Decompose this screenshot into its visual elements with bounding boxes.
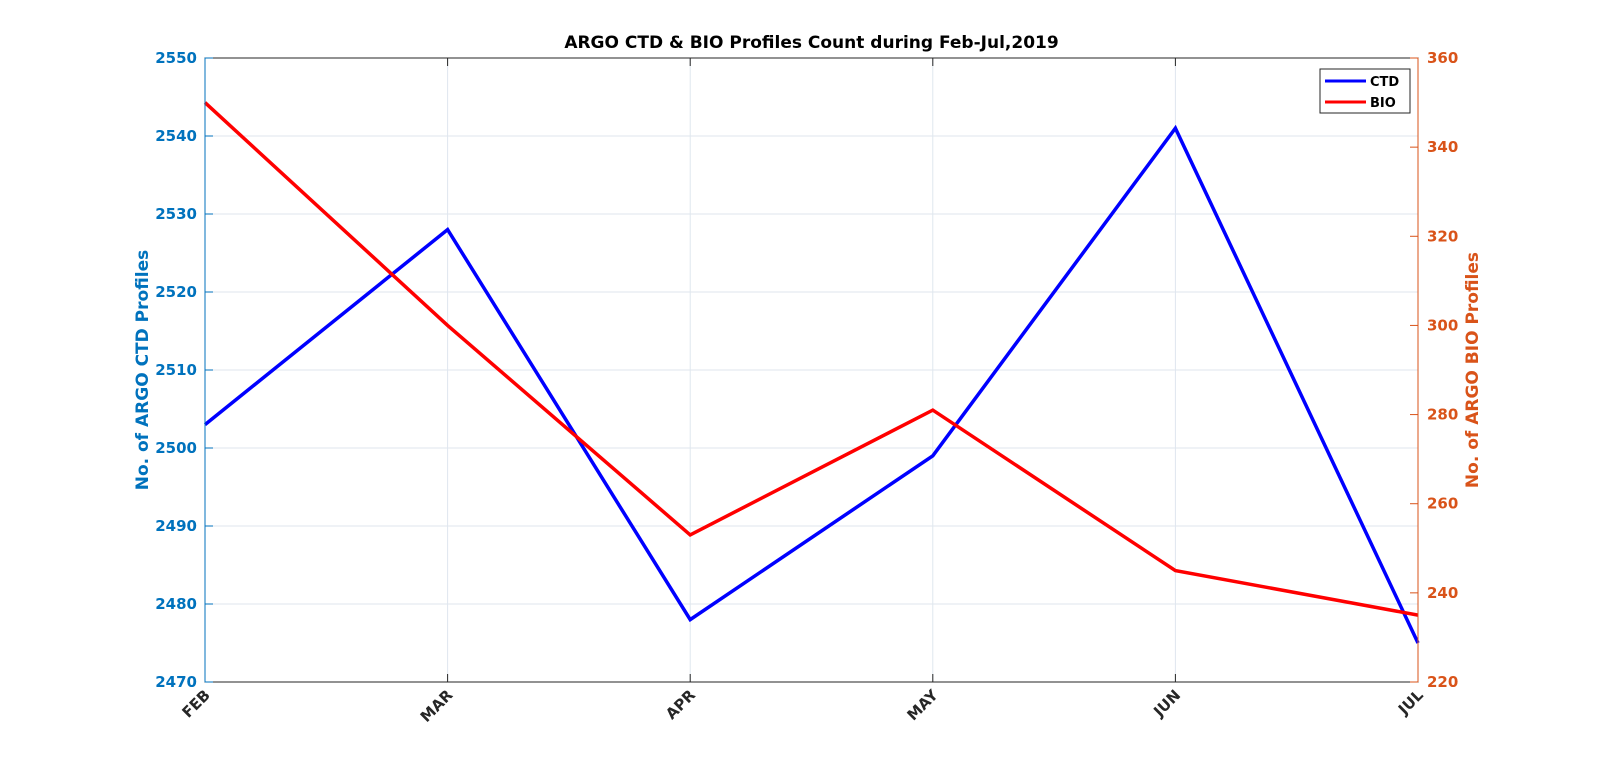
y-left-tick-label: 2480 (155, 595, 197, 613)
y-left-tick-label: 2520 (155, 283, 197, 301)
series-line-ctd (203, 124, 1420, 644)
y-right-tick-label: 300 (1427, 316, 1458, 334)
y-left-tick-label: 2500 (155, 439, 197, 457)
legend-label-ctd: CTD (1370, 75, 1399, 90)
axes: FEB MAR APR MAY JUN JUL 2470 2480 2490 2500 2510 25… (155, 49, 1458, 726)
y-right-tick-label: 360 (1427, 49, 1458, 67)
y-right-tick-label: 220 (1427, 673, 1458, 691)
series-layer (203, 101, 1420, 644)
x-tick-label: MAR (417, 686, 457, 726)
y-left-tick-label: 2510 (155, 361, 197, 379)
legend-box (1319, 68, 1411, 114)
x-tick-label: FEB (179, 686, 214, 721)
y-left-tick-label: 2550 (155, 49, 197, 67)
x-tick-label: JUL (1394, 686, 1427, 719)
x-tick-label: MAY (903, 685, 942, 724)
y-axis-right-label: No. of ARGO BIO Profiles (1463, 252, 1483, 488)
series-line-bio (203, 101, 1419, 617)
grid (205, 58, 1418, 682)
y-right-tick-label: 340 (1427, 138, 1458, 156)
y-left-tick-label: 2470 (155, 673, 197, 691)
y-left-tick-label: 2530 (155, 205, 197, 223)
legend-label-bio: BIO (1370, 96, 1396, 111)
chart-title: ARGO CTD & BIO Profiles Count during Feb… (564, 33, 1058, 53)
y-left-tick-label: 2540 (155, 127, 197, 145)
y-axis-left-label: No. of ARGO CTD Profiles (133, 250, 153, 491)
y-right-tick-label: 280 (1427, 406, 1458, 424)
y-right-tick-label: 260 (1427, 495, 1458, 513)
y-left-tick-label: 2490 (155, 517, 197, 535)
x-tick-label: APR (662, 686, 699, 723)
legend: CTD BIO (1319, 68, 1411, 114)
x-tick-label: JUN (1149, 686, 1184, 721)
y-right-tick-label: 240 (1427, 584, 1458, 602)
y-right-tick-label: 320 (1427, 227, 1458, 245)
